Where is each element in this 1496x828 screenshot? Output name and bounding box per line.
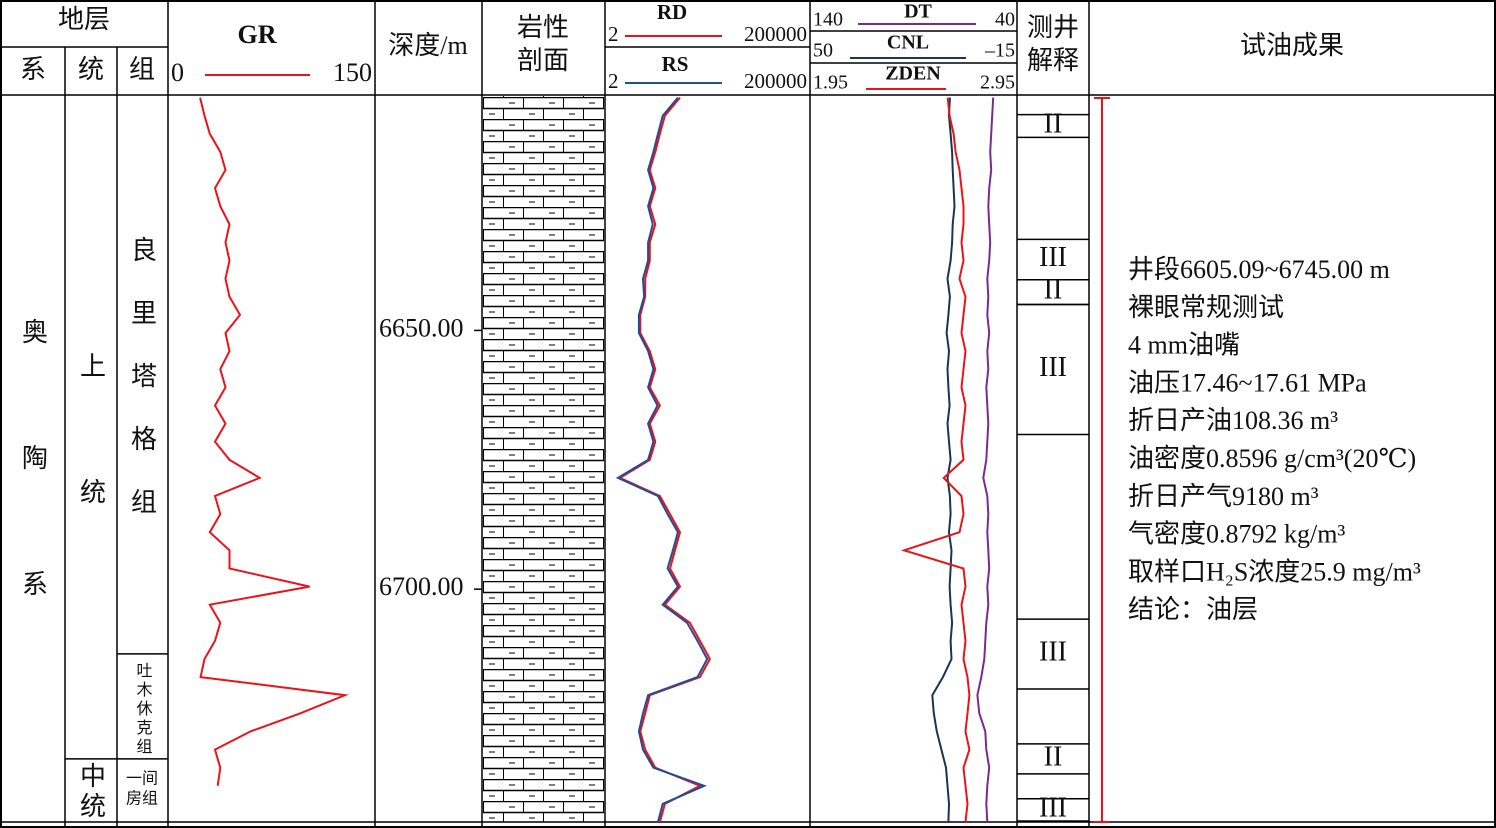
header: 剖面 xyxy=(517,46,569,75)
scale-label: 200000 xyxy=(744,69,807,93)
scale-label: 40 xyxy=(995,9,1015,31)
result-line: 4 mm油嘴 xyxy=(1128,331,1240,360)
formation-name: 良里塔格组 xyxy=(128,236,157,551)
scale-label: –15 xyxy=(984,40,1015,62)
log-curve xyxy=(900,97,971,823)
scale-label: 200000 xyxy=(744,22,807,46)
header: 深度/m xyxy=(388,31,467,60)
curve-name: GR xyxy=(238,20,277,49)
log-curve xyxy=(199,97,349,786)
header: 统 xyxy=(78,55,104,84)
header: 组 xyxy=(129,55,155,84)
zone-label: II xyxy=(1044,275,1063,306)
scale-label: 0 xyxy=(171,58,184,87)
scale-label: 2.95 xyxy=(980,72,1015,94)
curve-name: ZDEN xyxy=(885,63,941,85)
log-curve xyxy=(617,96,712,823)
scale-label: 50 xyxy=(813,40,833,62)
scale-label: 1.95 xyxy=(813,72,848,94)
curve-name: CNL xyxy=(887,32,929,54)
formation-name: 吐木休克组 xyxy=(134,662,153,757)
zone-label: III xyxy=(1039,792,1067,823)
zone-label: III xyxy=(1039,637,1067,668)
series-name: 中统 xyxy=(77,762,106,822)
zone-label: II xyxy=(1044,108,1063,139)
log-curve xyxy=(615,96,709,823)
header: 试油成果 xyxy=(1240,31,1344,60)
test-interval xyxy=(1094,97,1110,823)
curve-name: DT xyxy=(904,1,932,23)
result-line: 取样口H₂S浓度25.9 mg/m³ xyxy=(1128,557,1421,586)
formation-name: 一间 xyxy=(126,770,158,788)
header: 解释 xyxy=(1027,46,1079,75)
zone-label: III xyxy=(1039,242,1067,273)
log-curve xyxy=(976,97,995,823)
header: 系 xyxy=(20,55,46,84)
series-name: 上统 xyxy=(77,352,106,604)
curve-name: RD xyxy=(657,0,687,24)
result-line: 裸眼常规测试 xyxy=(1128,293,1284,322)
header: 测井 xyxy=(1027,13,1079,42)
depth-tick-label: 6700.00 xyxy=(379,572,464,601)
result-line: 折日产油108.36 m³ xyxy=(1128,406,1338,435)
system-name: 奥陶系 xyxy=(19,318,48,696)
lithology-pattern xyxy=(483,96,604,822)
result-line: 结论：油层 xyxy=(1128,595,1258,624)
scale-label: 140 xyxy=(813,9,843,31)
zone-label: III xyxy=(1039,352,1067,383)
log-curve xyxy=(931,97,956,823)
header: 岩性 xyxy=(517,13,569,42)
curve-name: RS xyxy=(662,52,689,76)
result-line: 油密度0.8596 g/cm³(20℃) xyxy=(1128,444,1416,473)
result-line: 气密度0.8792 kg/m³ xyxy=(1128,520,1345,549)
scale-label: 2 xyxy=(608,69,619,93)
zone-label: II xyxy=(1044,741,1063,772)
scale-label: 2 xyxy=(608,22,619,46)
result-line: 井段6605.09~6745.00 m xyxy=(1128,255,1390,284)
formation-name: 房组 xyxy=(126,790,158,808)
depth-tick-label: 6650.00 xyxy=(379,313,464,342)
header: 地层 xyxy=(58,5,110,34)
scale-label: 150 xyxy=(333,58,372,87)
result-line: 油压17.46~17.61 MPa xyxy=(1128,368,1367,397)
result-line: 折日产气9180 m³ xyxy=(1128,482,1319,511)
